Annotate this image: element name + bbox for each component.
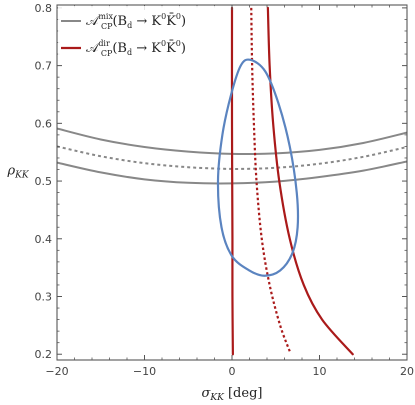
y-tick-label: 0.5 — [35, 175, 53, 188]
y-tick-label: 0.6 — [35, 117, 53, 130]
legend-background — [58, 6, 218, 64]
series-dir-solid-5 — [266, 6, 354, 356]
x-tick-label: −10 — [133, 365, 156, 378]
legend-entry-dir: 𝒜dir CP(Bd → K0K̄0) — [86, 39, 186, 58]
series-contour-solid-6 — [216, 58, 300, 277]
ticks-layer: −20 −10 0 10 20 0.2 0.3 0.4 0.5 0.6 0.7 0.8 — [35, 2, 415, 378]
x-tick-label: 10 — [313, 365, 327, 378]
series-dir-solid-3 — [230, 6, 234, 356]
y-tick-label: 0.2 — [35, 348, 53, 361]
series-layer — [57, 6, 407, 356]
x-tick-label: 20 — [400, 365, 414, 378]
x-tick-label: −20 — [45, 365, 68, 378]
x-axis-title: σKK [deg] — [202, 386, 263, 403]
y-tick-label: 0.7 — [35, 60, 53, 73]
legend-entry-mix: 𝒜mix CP(Bd → K0K̄0) — [86, 12, 186, 31]
x-tick-label: 0 — [229, 365, 236, 378]
y-tick-label: 0.4 — [35, 233, 53, 246]
y-tick-label: 0.3 — [35, 291, 53, 304]
y-axis-title: ρKK — [6, 164, 29, 181]
legend: 𝒜mix CP(Bd → K0K̄0) 𝒜dir CP(Bd → K0K̄0) — [58, 6, 218, 64]
y-tick-label: 0.8 — [35, 2, 53, 15]
series-dir-dotted-4 — [250, 7, 291, 352]
